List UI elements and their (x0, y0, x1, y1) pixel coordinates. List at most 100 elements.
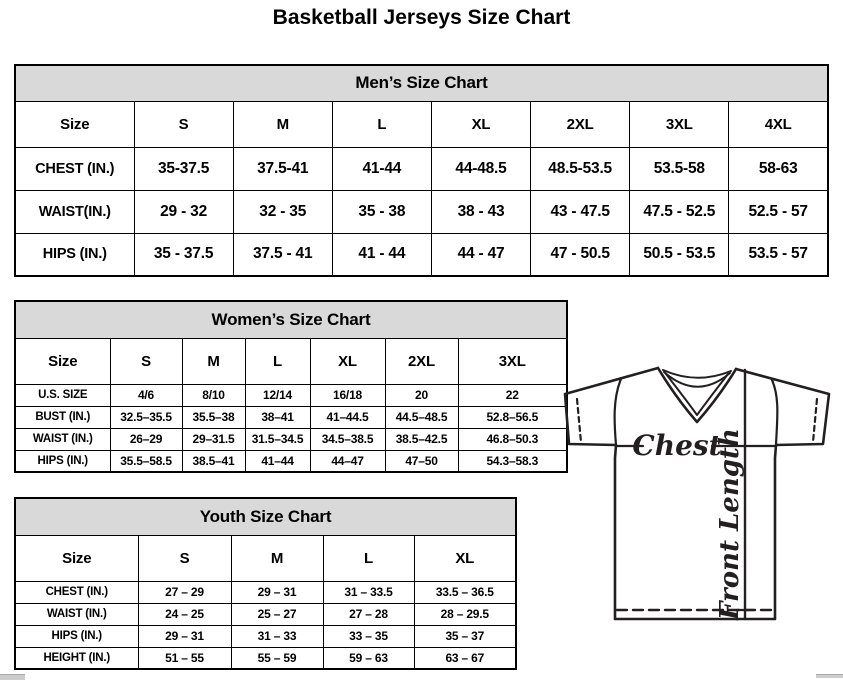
women-row-label: BUST (IN.) (14, 405, 111, 429)
youth-table-row: HEIGHT (IN.) 51 – 55 55 – 59 59 – 63 63 – 67 (14, 646, 517, 670)
women-size-value-cell: 35.5–38 (181, 405, 246, 429)
women-table-row: HIPS (IN.) 35.5–58.5 38.5–41 41–44 44–47 47–5… (14, 449, 568, 473)
jersey-right-armhole-seam (770, 378, 779, 447)
youth-size-value-cell: 29 – 31 (137, 624, 232, 648)
jersey-left-armhole-seam (613, 377, 623, 447)
men-column-header-m: M (232, 100, 333, 148)
men-size-value-cell: 43 - 47.5 (530, 189, 631, 234)
men-size-value-cell: 37.5-41 (232, 146, 333, 191)
jersey-left-cuff-dashes (575, 397, 583, 444)
horizontal-scrollbar-fragment-right[interactable] (816, 674, 843, 678)
women-size-value-cell: 38–41 (244, 405, 311, 429)
men-table-row: WAIST(IN.) 29 - 32 32 - 35 35 - 38 38 - 43 43… (14, 189, 829, 234)
youth-table-row: HIPS (IN.) 29 – 31 31 – 33 33 – 35 35 – 37 (14, 624, 517, 648)
women-column-header-3xl: 3XL (457, 337, 568, 385)
men-size-value-cell: 53.5-58 (629, 146, 730, 191)
women-column-header-xl: XL (309, 337, 386, 385)
chest-label: Chest (632, 429, 721, 462)
women-size-value-cell: 47–50 (384, 449, 459, 473)
men-size-value-cell: 44-48.5 (430, 146, 532, 191)
men-row-label: CHEST (IN.) (14, 146, 135, 191)
men-size-value-cell: 37.5 - 41 (232, 232, 333, 277)
women-size-value-cell: 31.5–34.5 (244, 427, 311, 451)
women-size-value-cell: 8/10 (181, 383, 246, 407)
men-size-value-cell: 29 - 32 (133, 189, 234, 234)
men-row-label: WAIST(IN.) (14, 189, 135, 234)
jersey-right-cuff-dashes (811, 397, 819, 444)
men-size-value-cell: 53.5 - 57 (728, 232, 829, 277)
youth-column-header-size: Size (14, 534, 139, 582)
women-size-value-cell: 46.8–50.3 (457, 427, 568, 451)
youth-column-header-xl: XL (413, 534, 517, 582)
women-column-header-size: Size (14, 337, 111, 385)
women-size-value-cell: 52.8–56.5 (457, 405, 568, 429)
women-size-value-cell: 38.5–42.5 (384, 427, 459, 451)
youth-row-label: WAIST (IN.) (14, 602, 139, 626)
women-size-value-cell: 44.5–48.5 (384, 405, 459, 429)
men-size-value-cell: 47 - 50.5 (530, 232, 631, 277)
women-row-label: HIPS (IN.) (14, 449, 111, 473)
youth-size-value-cell: 25 – 27 (230, 602, 324, 626)
men-column-header-4xl: 4XL (728, 100, 829, 148)
women-size-value-cell: 32.5–35.5 (109, 405, 183, 429)
men-column-header-3xl: 3XL (629, 100, 730, 148)
men-size-value-cell: 48.5-53.5 (530, 146, 631, 191)
youth-size-value-cell: 27 – 28 (322, 602, 415, 626)
womens-size-chart-table: Women’s Size Chart Size S M L XL 2XL 3XL U.S. SI… (14, 300, 568, 473)
women-table: Women’s Size Chart Size S M L XL 2XL 3XL U.S. SI… (14, 300, 568, 473)
youth-row-label: CHEST (IN.) (14, 580, 139, 604)
youth-size-value-cell: 29 – 31 (230, 580, 324, 604)
men-table: Men’s Size Chart Size S M L XL 2XL 3XL 4XL CHEST … (14, 64, 829, 277)
men-size-value-cell: 41-44 (331, 146, 432, 191)
women-row-label: WAIST (IN.) (14, 427, 111, 451)
men-size-value-cell: 58-63 (728, 146, 829, 191)
youth-table-row: CHEST (IN.) 27 – 29 29 – 31 31 – 33.5 33.5 –… (14, 580, 517, 604)
women-table-row: BUST (IN.) 32.5–35.5 35.5–38 38–41 41–44.5 44… (14, 405, 568, 429)
women-size-value-cell: 41–44.5 (309, 405, 386, 429)
men-table-row: CHEST (IN.) 35-37.5 37.5-41 41-44 44-48.5 48.… (14, 146, 829, 191)
women-size-value-cell: 20 (384, 383, 459, 407)
women-size-value-cell: 54.3–58.3 (457, 449, 568, 473)
men-size-value-cell: 32 - 35 (232, 189, 333, 234)
youth-size-value-cell: 35 – 37 (413, 624, 517, 648)
women-size-value-cell: 41–44 (244, 449, 311, 473)
women-size-value-cell: 4/6 (109, 383, 183, 407)
front-length-label: Front Length (715, 428, 745, 621)
men-table-row: HIPS (IN.) 35 - 37.5 37.5 - 41 41 - 44 44 - … (14, 232, 829, 277)
youth-size-value-cell: 59 – 63 (322, 646, 415, 670)
men-size-value-cell: 47.5 - 52.5 (629, 189, 730, 234)
men-column-header-s: S (133, 100, 234, 148)
men-row-label: HIPS (IN.) (14, 232, 135, 277)
jersey-collar-rib-1 (662, 369, 732, 379)
page-title: Basketball Jerseys Size Chart (272, 6, 571, 29)
women-table-title: Women’s Size Chart (14, 300, 568, 339)
youth-table-row: WAIST (IN.) 24 – 25 25 – 27 27 – 28 28 – 29.… (14, 602, 517, 626)
youth-row-label: HIPS (IN.) (14, 624, 139, 648)
youth-size-value-cell: 27 – 29 (137, 580, 232, 604)
women-column-header-l: L (244, 337, 311, 385)
men-column-header-xl: XL (430, 100, 532, 148)
youth-table: Youth Size Chart Size S M L XL CHEST (IN.) 27 –… (14, 497, 518, 670)
men-column-header-2xl: 2XL (530, 100, 631, 148)
men-size-value-cell: 50.5 - 53.5 (629, 232, 730, 277)
women-column-header-m: M (181, 337, 246, 385)
women-size-value-cell: 34.5–38.5 (309, 427, 386, 451)
women-size-value-cell: 12/14 (244, 383, 311, 407)
women-table-row: U.S. SIZE 4/6 8/10 12/14 16/18 20 22 (14, 383, 568, 407)
men-size-value-cell: 38 - 43 (430, 189, 532, 234)
youth-size-value-cell: 31 – 33 (230, 624, 324, 648)
men-table-title: Men’s Size Chart (14, 64, 829, 102)
jersey-collar-inner-v (665, 373, 729, 416)
women-table-row: WAIST (IN.) 26–29 29–31.5 31.5–34.5 34.5–38.… (14, 427, 568, 451)
jersey-vneck-outline (656, 366, 738, 424)
horizontal-scrollbar-fragment-left[interactable] (0, 674, 25, 680)
jersey-measurement-diagram: Chest Front Length (563, 366, 831, 621)
women-size-value-cell: 29–31.5 (181, 427, 246, 451)
youth-size-chart-table: Youth Size Chart Size S M L XL CHEST (IN.) 27 –… (14, 497, 518, 670)
men-size-value-cell: 44 - 47 (430, 232, 532, 277)
women-size-value-cell: 26–29 (109, 427, 183, 451)
men-size-value-cell: 35 - 38 (331, 189, 432, 234)
men-column-header-size: Size (14, 100, 135, 148)
youth-size-value-cell: 31 – 33.5 (322, 580, 415, 604)
women-column-header-s: S (109, 337, 183, 385)
